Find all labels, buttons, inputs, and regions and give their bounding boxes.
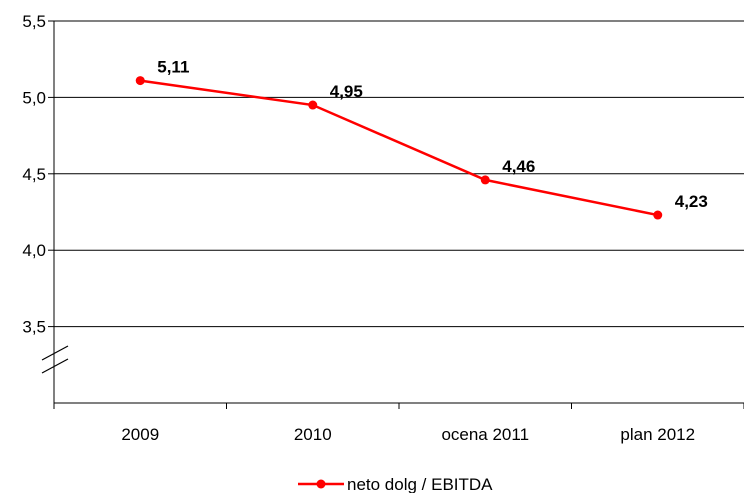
y-tick-label: 3,5	[22, 318, 46, 337]
data-label: 4,46	[502, 157, 535, 176]
y-tick-label: 4,0	[22, 241, 46, 260]
y-tick-label: 4,5	[22, 165, 46, 184]
x-tick-label: ocena 2011	[441, 425, 529, 444]
data-point	[653, 210, 663, 220]
data-label: 4,23	[675, 192, 708, 211]
axis-break-mark	[41, 345, 69, 361]
legend-label: neto dolg / EBITDA	[347, 475, 493, 493]
data-point	[308, 100, 318, 110]
data-labels: 5,11 4,95 4,46 4,23	[157, 58, 708, 211]
gridlines	[54, 20, 744, 328]
data-point	[480, 175, 490, 185]
axes	[41, 20, 744, 409]
data-label: 4,95	[330, 82, 363, 101]
y-tick-labels: 3,5 4,0 4,5 5,0 5,5	[22, 12, 46, 337]
series-group	[135, 76, 663, 220]
y-tick-label: 5,5	[22, 12, 46, 31]
x-tick-label: plan 2012	[620, 425, 695, 444]
x-tick-label: 2010	[294, 425, 332, 444]
axis-break-mark	[41, 358, 69, 374]
legend: neto dolg / EBITDA	[298, 475, 493, 493]
series-line	[140, 79, 658, 217]
data-label: 5,11	[157, 58, 189, 77]
legend-marker-icon	[316, 479, 326, 489]
data-point	[135, 76, 145, 86]
x-tick-label: 2009	[121, 425, 159, 444]
x-tick-labels: 2009 2010 ocena 2011 plan 2012	[121, 425, 695, 444]
y-tick-label: 5,0	[22, 88, 46, 107]
